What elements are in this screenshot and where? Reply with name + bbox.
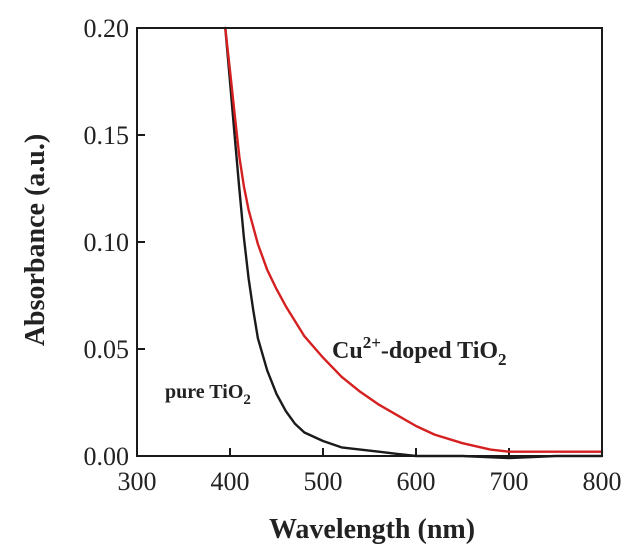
y-tick-label: 0.20 (84, 14, 130, 43)
pure-label-sub: 2 (243, 392, 251, 408)
cu-doped-label: Cu2+-doped TiO2 (332, 333, 507, 369)
x-axis-title: Wavelength (nm) (269, 514, 475, 545)
y-tick-label: 0.00 (84, 442, 130, 471)
x-tick-label: 400 (211, 467, 250, 496)
y-tick-label: 0.15 (84, 121, 130, 150)
x-tick-label: 700 (490, 467, 529, 496)
y-tick-label: 0.10 (84, 228, 130, 257)
x-tick-label: 500 (304, 467, 343, 496)
cu-label-sub: 2 (498, 350, 507, 369)
pure-label-base: pure TiO (165, 381, 243, 403)
plot-frame (136, 27, 603, 457)
series-line-pure-tio2 (224, 26, 604, 460)
ticks-layer: 300 400 500 600 700 800 0.00 0.05 0.10 0.15 0.20 (84, 14, 622, 496)
cu-label-mid: -doped TiO (381, 338, 498, 364)
cu-label-sup: 2+ (363, 333, 381, 352)
y-tick-label: 0.05 (84, 335, 130, 364)
x-tick-label: 800 (583, 467, 622, 496)
y-axis-title: Absorbance (a.u.) (20, 134, 51, 346)
x-tick-label: 600 (397, 467, 436, 496)
series-layer (224, 26, 604, 460)
cu-label-base: Cu (332, 338, 363, 364)
pure-tio2-label: pure TiO2 (165, 381, 251, 408)
series-line-cu-doped-tio2 (224, 26, 604, 453)
x-tick-label: 300 (118, 467, 157, 496)
